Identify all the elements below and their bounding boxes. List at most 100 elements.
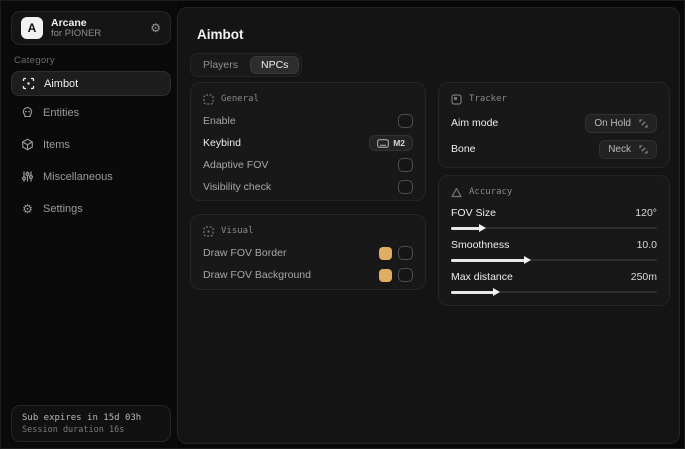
fov-size-slider[interactable] — [451, 224, 657, 232]
setting-label: Aim mode — [451, 117, 499, 129]
slider-fill — [451, 288, 501, 296]
sidebar-item-items[interactable]: Items — [11, 132, 171, 157]
tracker-icon — [451, 93, 462, 105]
brand-text: Arcane for PIONER — [51, 17, 142, 40]
control-group — [379, 246, 413, 260]
slider-thumb[interactable] — [493, 288, 501, 296]
slider-thumb[interactable] — [524, 256, 532, 264]
sidebar-item-entities[interactable]: Entities — [11, 100, 171, 125]
session-duration-text: Session duration 16s — [22, 424, 125, 435]
keybind-value: M2 — [393, 138, 405, 148]
fov-background-checkbox[interactable] — [398, 268, 413, 282]
sidebar-item-label: Items — [43, 138, 70, 151]
visual-panel-header: Visual — [203, 224, 413, 238]
slider-value: 120° — [635, 207, 657, 219]
brand-card: A Arcane for PIONER ⚙ — [11, 11, 171, 45]
tracker-panel-header: Tracker — [451, 92, 657, 106]
setting-row-bone: Bone Neck — [451, 136, 657, 162]
tab-players[interactable]: Players — [203, 59, 239, 71]
enable-checkbox[interactable] — [398, 114, 413, 128]
panel-title: Accuracy — [469, 187, 513, 197]
setting-row-fov-border: Draw FOV Border — [203, 242, 413, 264]
slider-label: FOV Size — [451, 207, 496, 219]
app-name: Arcane — [51, 16, 87, 29]
visibility-check-checkbox[interactable] — [398, 180, 413, 194]
setting-row-adaptive-fov: Adaptive FOV — [203, 154, 413, 176]
sidebar-item-miscellaneous[interactable]: Miscellaneous — [11, 164, 171, 189]
slider-label: Smoothness — [451, 239, 510, 251]
color-swatch[interactable] — [379, 246, 392, 260]
keyboard-icon — [377, 138, 389, 148]
accuracy-panel: Accuracy FOV Size 120° Smoothness 10.0 — [438, 175, 670, 306]
slider-label: Max distance — [451, 271, 513, 283]
sidebar-item-settings[interactable]: ⚙ Settings — [11, 196, 171, 221]
bone-dropdown[interactable]: Neck — [599, 139, 657, 159]
setting-row-fov-background: Draw FOV Background — [203, 264, 413, 286]
fov-border-checkbox[interactable] — [398, 246, 413, 260]
subscription-card: Sub expires in 15d 03h Session duration … — [11, 405, 171, 442]
slider-rail — [451, 291, 657, 293]
general-panel: General Enable Keybind M2 — [190, 82, 426, 201]
sidebar-item-label: Miscellaneous — [43, 170, 113, 183]
slider-smoothness: Smoothness 10.0 — [451, 235, 657, 264]
max-distance-slider[interactable] — [451, 288, 657, 296]
box-icon — [21, 138, 34, 151]
crosshair-icon — [22, 77, 35, 90]
setting-label: Bone — [451, 143, 476, 155]
panel-title: General — [221, 94, 259, 104]
gear-icon[interactable]: ⚙ — [150, 21, 161, 35]
general-icon — [203, 93, 214, 105]
sidebar-item-label: Aimbot — [44, 77, 79, 90]
setting-row-keybind: Keybind M2 — [203, 132, 413, 154]
slider-max-distance: Max distance 250m — [451, 267, 657, 296]
app-logo: A — [21, 17, 43, 39]
setting-label: Visibility check — [203, 181, 272, 193]
slider-value: 250m — [630, 271, 657, 283]
accuracy-panel-header: Accuracy — [451, 185, 657, 199]
setting-label: Draw FOV Border — [203, 247, 287, 259]
sidebar: A Arcane for PIONER ⚙ Category Aimbot — [1, 1, 177, 448]
slider-thumb[interactable] — [478, 224, 486, 232]
app-subtitle: for PIONER — [51, 27, 102, 39]
slider-fill — [451, 224, 486, 232]
control-group — [379, 268, 413, 282]
accuracy-icon — [451, 187, 462, 198]
page-title: Aimbot — [197, 27, 244, 42]
slider-fill — [451, 256, 532, 264]
sidebar-item-aimbot[interactable]: Aimbot — [11, 71, 171, 96]
color-swatch[interactable] — [379, 268, 392, 282]
setting-label: Adaptive FOV — [203, 159, 269, 171]
sidebar-item-label: Entities — [43, 106, 80, 119]
general-panel-header: General — [203, 92, 413, 106]
smoothness-slider[interactable] — [451, 256, 657, 264]
aim-mode-value: On Hold — [594, 117, 631, 129]
expand-icon — [639, 118, 648, 128]
skull-icon — [21, 106, 34, 119]
sub-expiry-text: Sub expires in 15d 03h — [22, 412, 142, 423]
gear-icon: ⚙ — [22, 201, 33, 216]
panel-title: Tracker — [469, 94, 507, 104]
expand-icon — [639, 144, 648, 154]
setting-label: Enable — [203, 115, 236, 127]
main-panel: Aimbot Players NPCs General Enable Keybi… — [177, 7, 680, 444]
tracker-panel: Tracker Aim mode On Hold Bone Neck — [438, 82, 670, 168]
slider-fov-size: FOV Size 120° — [451, 203, 657, 232]
setting-row-visibility-check: Visibility check — [203, 176, 413, 198]
category-label: Category — [14, 55, 55, 66]
sidebar-nav: Aimbot Entities — [11, 71, 171, 224]
visual-icon — [203, 225, 214, 237]
visual-panel: Visual Draw FOV Border Draw FOV Backgrou… — [190, 214, 426, 290]
setting-label: Keybind — [203, 137, 241, 149]
slider-rail — [451, 227, 657, 229]
aim-mode-dropdown[interactable]: On Hold — [585, 113, 657, 133]
keybind-button[interactable]: M2 — [369, 135, 413, 151]
panel-title: Visual — [221, 226, 254, 236]
tab-npcs[interactable]: NPCs — [250, 56, 300, 74]
adaptive-fov-checkbox[interactable] — [398, 158, 413, 172]
setting-row-aim-mode: Aim mode On Hold — [451, 110, 657, 136]
tab-bar: Players NPCs — [190, 53, 303, 77]
setting-row-enable: Enable — [203, 110, 413, 132]
bone-value: Neck — [608, 143, 631, 155]
slider-value: 10.0 — [636, 239, 657, 251]
